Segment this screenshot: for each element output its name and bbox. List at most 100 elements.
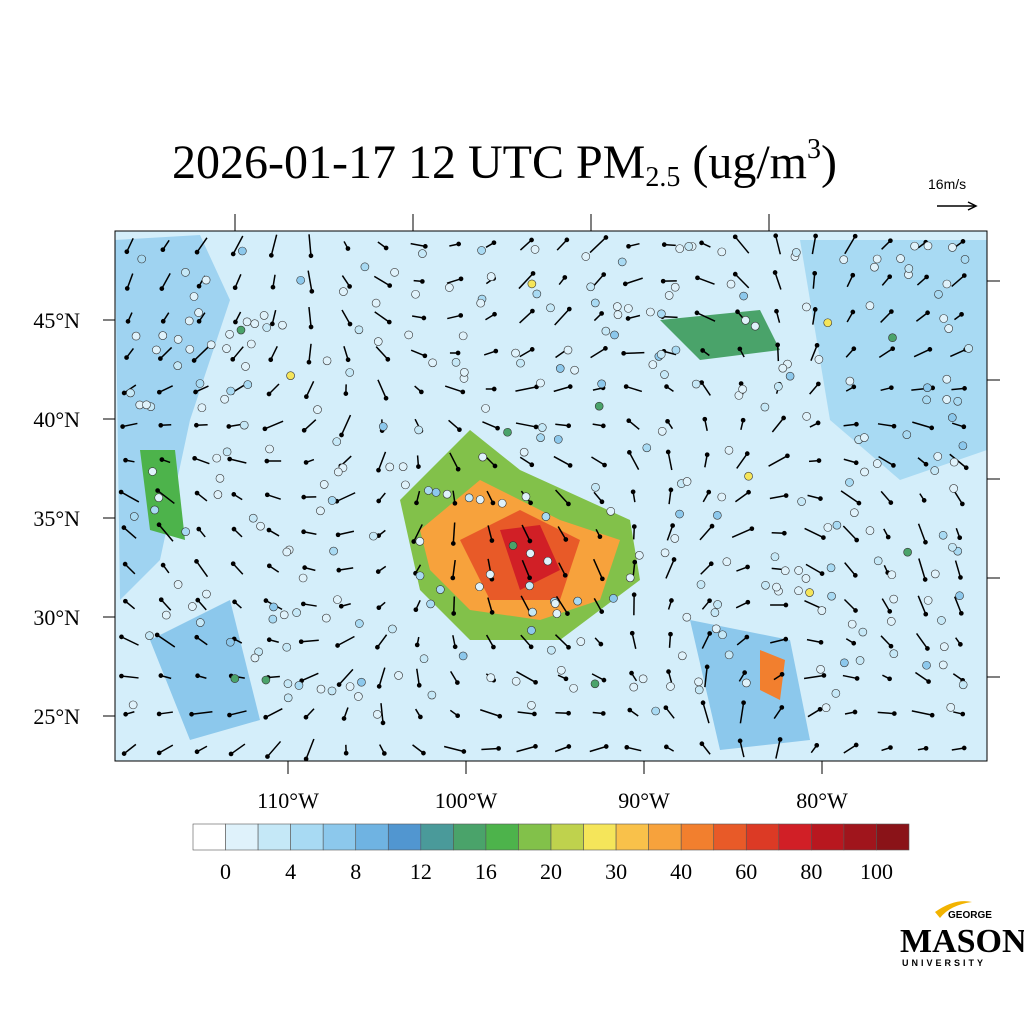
station bbox=[270, 603, 278, 611]
station bbox=[487, 273, 495, 281]
station bbox=[283, 548, 291, 556]
station bbox=[314, 406, 322, 414]
wind-arrow-head bbox=[459, 314, 462, 317]
wind-arrow-head bbox=[415, 501, 418, 504]
wind-arrow-head bbox=[304, 716, 307, 719]
station bbox=[727, 280, 735, 288]
wind-arrow-head bbox=[695, 311, 698, 314]
station bbox=[671, 534, 679, 542]
wind-arrow-head bbox=[424, 245, 427, 248]
colorbar-label: 30 bbox=[605, 859, 627, 884]
wind-arrow-head bbox=[930, 426, 933, 429]
wind-arrow-head bbox=[498, 715, 501, 718]
wind-arrow-head bbox=[786, 454, 789, 457]
wind-arrow-head bbox=[162, 320, 165, 323]
station bbox=[607, 507, 615, 515]
station bbox=[897, 255, 905, 263]
station bbox=[940, 314, 948, 322]
station bbox=[956, 592, 964, 600]
wind-arrow-head bbox=[124, 563, 127, 566]
wind-arrow-head bbox=[924, 541, 927, 544]
colorbar-box bbox=[714, 824, 747, 850]
wind-arrow-head bbox=[963, 387, 966, 390]
wind-arrow-head bbox=[734, 273, 737, 276]
wind-arrow-head bbox=[233, 600, 236, 603]
wind-arrow-head bbox=[889, 239, 892, 242]
wind-arrow-head bbox=[855, 538, 858, 541]
station bbox=[856, 656, 864, 664]
wind-arrow-head bbox=[494, 349, 497, 352]
station bbox=[779, 364, 787, 372]
wind-arrow-head bbox=[738, 347, 741, 350]
wind-arrow-head bbox=[264, 716, 267, 719]
wind-arrow-head bbox=[492, 241, 495, 244]
wind-arrow-head bbox=[632, 490, 635, 493]
station bbox=[815, 355, 823, 363]
wind-arrow-head bbox=[156, 633, 159, 636]
wind-arrow-head bbox=[412, 540, 415, 543]
logo: GEORGE MASON UNIVERSITY bbox=[900, 901, 1024, 968]
wind-arrow-head bbox=[567, 502, 570, 505]
station bbox=[198, 404, 206, 412]
wind-arrow-head bbox=[626, 317, 629, 320]
station bbox=[333, 438, 341, 446]
wind-arrow-head bbox=[855, 743, 858, 746]
station bbox=[828, 592, 836, 600]
wind-arrow-head bbox=[530, 238, 533, 241]
station bbox=[443, 490, 451, 498]
wind-arrow-head bbox=[456, 351, 459, 354]
station bbox=[570, 684, 578, 692]
wind-arrow-head bbox=[531, 272, 534, 275]
station bbox=[840, 256, 848, 264]
colorbar-label: 40 bbox=[670, 859, 692, 884]
station bbox=[771, 553, 779, 561]
wind-arrow-head bbox=[701, 349, 704, 352]
wind-arrow-head bbox=[564, 574, 567, 577]
wind-arrow-head bbox=[567, 712, 570, 715]
station bbox=[416, 572, 424, 580]
wind-arrow-head bbox=[622, 352, 625, 355]
station bbox=[802, 574, 810, 582]
wind-arrow-head bbox=[377, 570, 380, 573]
wind-arrow-head bbox=[531, 348, 534, 351]
station bbox=[162, 611, 170, 619]
station bbox=[630, 683, 638, 691]
station bbox=[226, 330, 234, 338]
wind-arrow-head bbox=[891, 347, 894, 350]
station bbox=[761, 581, 769, 589]
wind-arrow-head bbox=[563, 276, 566, 279]
wind-arrow-head bbox=[962, 425, 965, 428]
wind-arrow-head bbox=[701, 701, 704, 704]
station bbox=[130, 512, 138, 520]
wind-arrow-head bbox=[461, 390, 464, 393]
station bbox=[937, 616, 945, 624]
wind-arrow-head bbox=[773, 271, 776, 274]
wind-arrow-head bbox=[121, 425, 124, 428]
wind-arrow-head bbox=[195, 251, 198, 254]
wind-arrow-head bbox=[340, 605, 343, 608]
station bbox=[846, 377, 854, 385]
station bbox=[328, 496, 336, 504]
wind-arrow-head bbox=[887, 535, 890, 538]
wind-arrow-head bbox=[633, 593, 636, 596]
station bbox=[923, 661, 931, 669]
wind-arrow-head bbox=[456, 681, 459, 684]
wind-arrow-head bbox=[157, 523, 160, 526]
station bbox=[959, 442, 967, 450]
wind-arrow-head bbox=[122, 526, 125, 529]
wind-arrow-head bbox=[228, 457, 231, 460]
station bbox=[395, 671, 403, 679]
wind-arrow-head bbox=[383, 752, 386, 755]
colorbar-label: 100 bbox=[860, 859, 893, 884]
station bbox=[354, 692, 362, 700]
station bbox=[939, 531, 947, 539]
wind-arrow-head bbox=[822, 536, 825, 539]
station bbox=[487, 674, 495, 682]
wind-arrow-head bbox=[300, 640, 303, 643]
wind-arrow-head bbox=[666, 420, 669, 423]
station bbox=[845, 478, 853, 486]
station bbox=[428, 691, 436, 699]
station bbox=[369, 532, 377, 540]
station bbox=[231, 675, 239, 683]
station bbox=[196, 379, 204, 387]
